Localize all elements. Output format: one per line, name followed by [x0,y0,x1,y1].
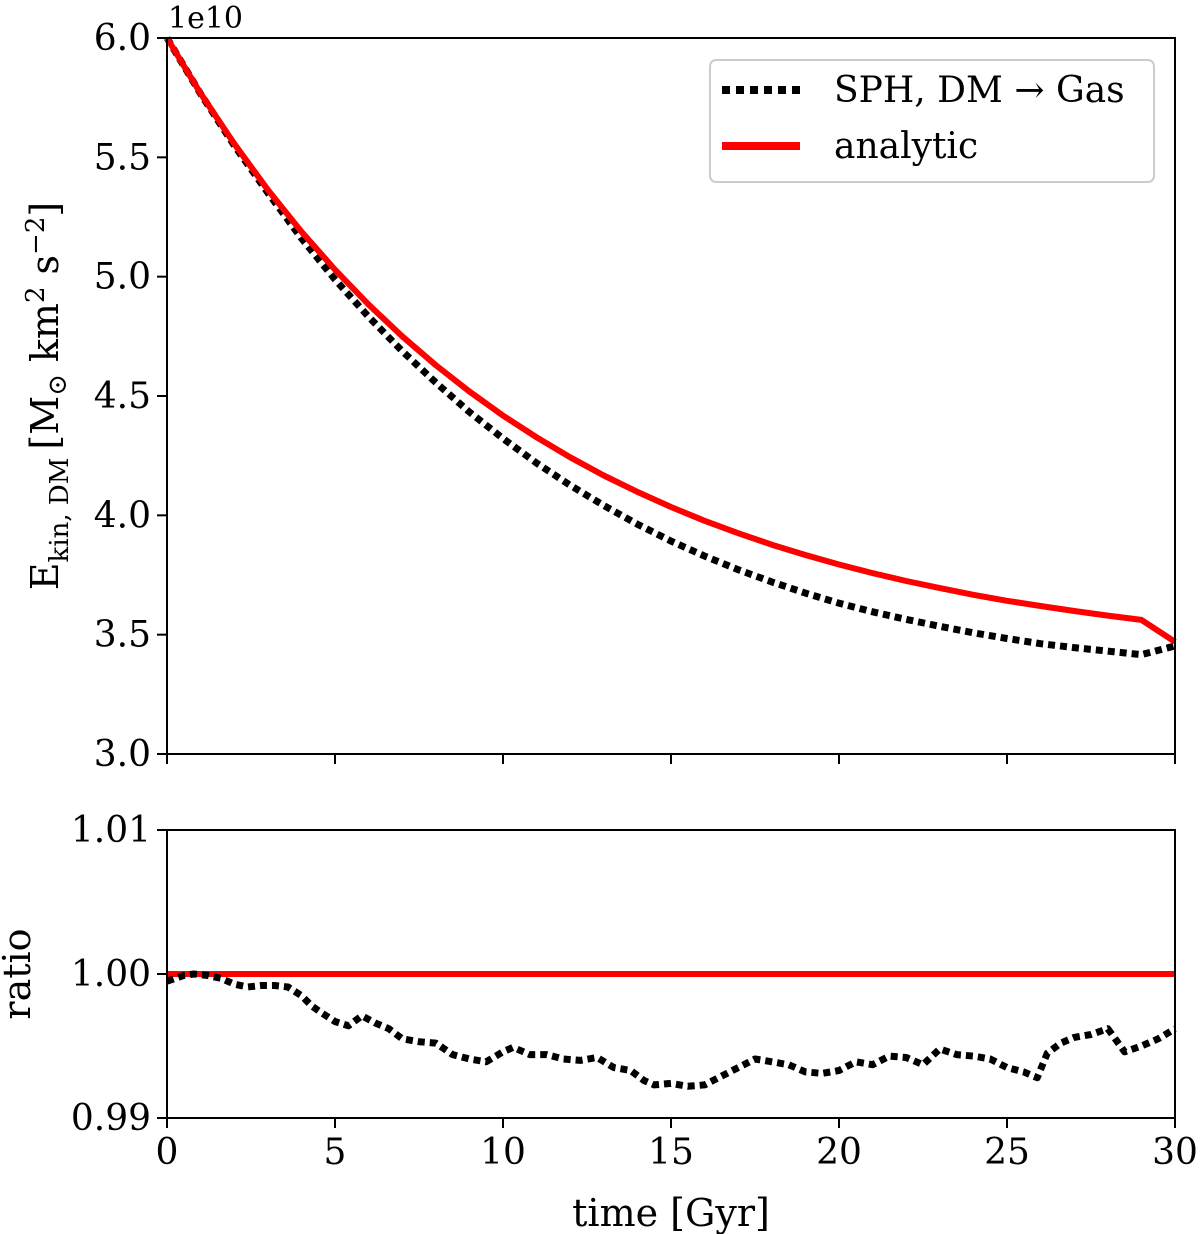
bottom-xtick-label: 10 [480,1132,526,1173]
ylabel-exp-km: 2 [21,286,51,303]
bottom-y-axis-label: ratio [0,928,39,1019]
bottom-series [165,970,1177,1090]
top-ytick-label: 5.0 [94,257,151,298]
legend-label-sph: SPH, DM → Gas [834,70,1125,111]
top-analytic-series-line [164,36,1177,645]
bottom-xtick-label: 5 [324,1132,347,1173]
ylabel-unit-s: s [23,255,67,275]
bottom-axes-frame [166,829,1176,1119]
bottom-panel: 0.99 1.00 1.01 0 5 10 15 20 25 30 ratio time [Gyr… [0,810,1198,1234]
ylabel-exp-s: −2 [21,217,51,255]
ylabel-sub: kin, DM [45,458,75,563]
bottom-sph-series-line [165,970,1177,1090]
bottom-ytick-label: 0.99 [71,1098,151,1139]
top-series [164,36,1177,659]
bottom-xtick-label: 15 [648,1132,694,1173]
top-ticks: 3.0 3.5 4.0 4.5 5.0 5.5 6.0 [94,18,1176,775]
legend-label-analytic: analytic [834,126,978,167]
legend-frame [709,59,1155,183]
bottom-xtick-label: 30 [1152,1132,1198,1173]
top-ytick-label: 6.0 [94,18,151,59]
top-ytick-label: 5.5 [94,137,151,178]
ylabel-close: ] [23,202,67,217]
top-ytick-label: 3.5 [94,615,151,656]
bottom-xtick-label: 25 [984,1132,1030,1173]
bottom-xtick-label: 20 [816,1132,862,1173]
top-ytick-label: 3.0 [94,734,151,775]
top-y-axis-label: Ekin, DM [M⊙ km2 s−2] [21,202,75,590]
top-sph-series-line [164,36,1176,659]
top-ytick-label: 4.5 [94,376,151,417]
ylabel-main: E [23,562,67,590]
bottom-ticks: 0.99 1.00 1.01 0 5 10 15 20 25 30 [71,810,1198,1173]
bottom-ytick-label: 1.00 [71,954,151,995]
ylabel-unit-prefix: [M [23,396,67,450]
top-offset-text: 1e10 [168,1,243,36]
bottom-ytick-label: 1.01 [71,810,151,851]
x-axis-label: time [Gyr] [572,1191,770,1234]
ylabel-unit-km: km [23,303,67,362]
top-axes-frame [166,37,1176,755]
bottom-xtick-label: 0 [156,1132,179,1173]
legend: SPH, DM → Gas analytic [709,59,1155,183]
top-panel: 3.0 3.5 4.0 4.5 5.0 5.5 6.0 1e10 Ekin, DM [M⊙ km… [21,1,1177,775]
ylabel-sun: ⊙ [43,374,73,396]
top-ytick-label: 4.0 [94,495,151,536]
